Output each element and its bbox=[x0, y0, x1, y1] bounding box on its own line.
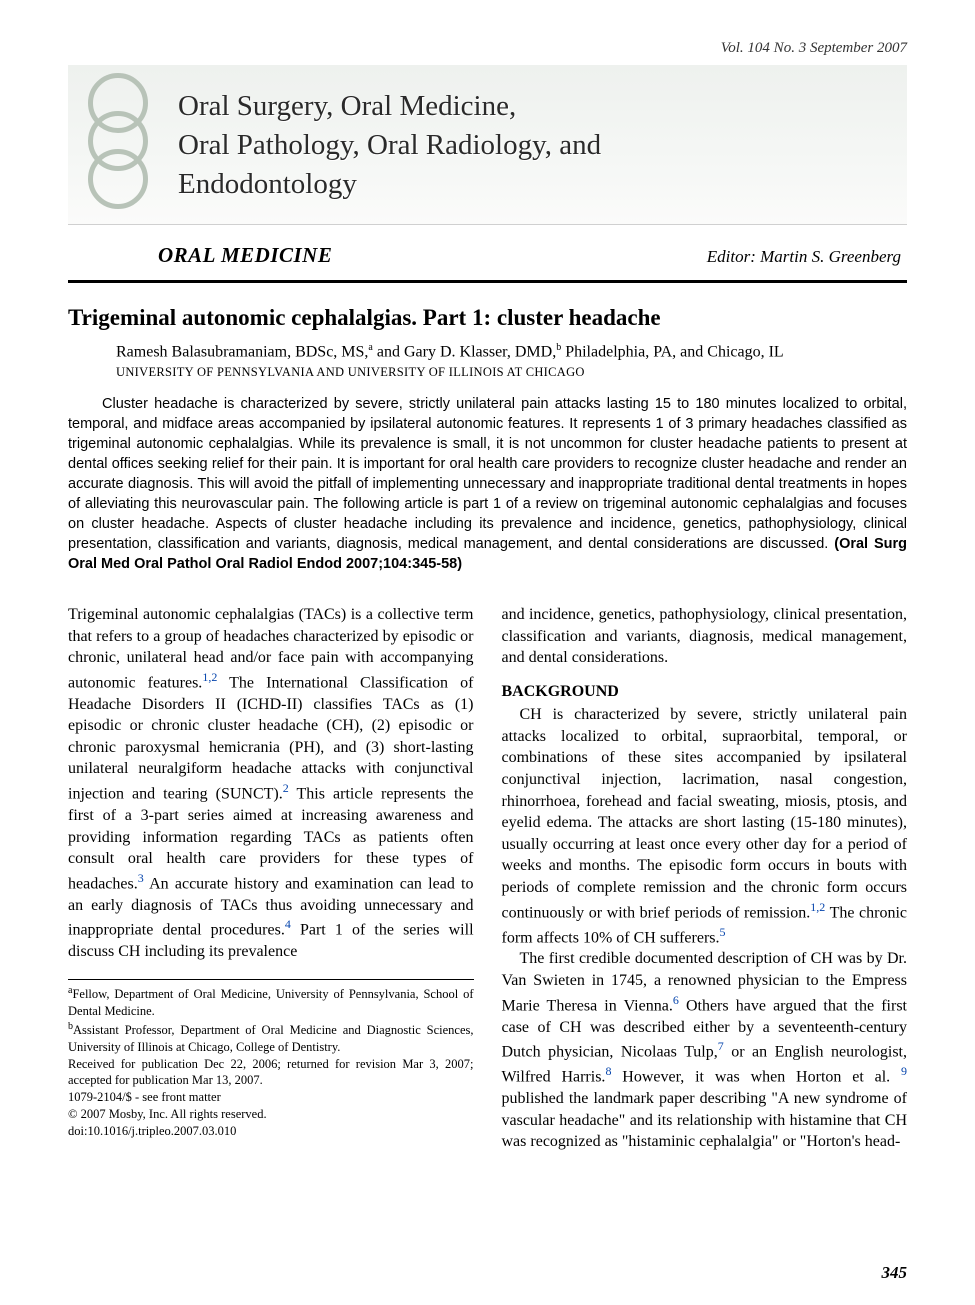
section-label: ORAL MEDICINE bbox=[158, 243, 332, 268]
journal-banner: Oral Surgery, Oral Medicine, Oral Pathol… bbox=[68, 65, 907, 225]
ref-1-2b[interactable]: 1,2 bbox=[810, 900, 825, 914]
right-p2: The first credible documented descriptio… bbox=[502, 948, 908, 1152]
divider-thick bbox=[68, 280, 907, 283]
logo-rings-icon bbox=[78, 73, 168, 213]
right-p0: and incidence, genetics, pathophysiology… bbox=[502, 604, 908, 669]
journal-line2: Oral Pathology, Oral Radiology, and bbox=[178, 126, 907, 165]
author-loc: Philadelphia, PA, and Chicago, IL bbox=[561, 343, 784, 360]
fn-issn: 1079-2104/$ - see front matter bbox=[68, 1089, 474, 1106]
body-columns: Trigeminal autonomic cephalalgias (TACs)… bbox=[68, 604, 907, 1153]
heading-background: BACKGROUND bbox=[502, 681, 908, 703]
fn-doi: doi:10.1016/j.tripleo.2007.03.010 bbox=[68, 1123, 474, 1140]
right-p1: CH is characterized by severe, strictly … bbox=[502, 704, 908, 948]
article-title: Trigeminal autonomic cephalalgias. Part … bbox=[68, 305, 907, 331]
seg: published the landmark paper describing … bbox=[502, 1090, 908, 1150]
left-column: Trigeminal autonomic cephalalgias (TACs)… bbox=[68, 604, 474, 1153]
affiliation: UNIVERSITY OF PENNSYLVANIA AND UNIVERSIT… bbox=[116, 365, 907, 380]
authors-line: Ramesh Balasubramaniam, BDSc, MS,a and G… bbox=[116, 341, 907, 363]
fn-a: Fellow, Department of Oral Medicine, Uni… bbox=[68, 987, 474, 1018]
footnotes: aFellow, Department of Oral Medicine, Un… bbox=[68, 979, 474, 1140]
right-column: and incidence, genetics, pathophysiology… bbox=[502, 604, 908, 1153]
fn-received: Received for publication Dec 22, 2006; r… bbox=[68, 1056, 474, 1090]
page-number: 345 bbox=[882, 1263, 908, 1283]
journal-line3: Endodontology bbox=[178, 165, 907, 204]
editor-name: Editor: Martin S. Greenberg bbox=[707, 247, 901, 267]
ref-5[interactable]: 5 bbox=[720, 925, 726, 939]
abstract-body: Cluster headache is characterized by sev… bbox=[68, 396, 907, 552]
fn-copyright: © 2007 Mosby, Inc. All rights reserved. bbox=[68, 1106, 474, 1123]
left-p1: Trigeminal autonomic cephalalgias (TACs)… bbox=[68, 604, 474, 963]
journal-line1: Oral Surgery, Oral Medicine, bbox=[178, 87, 907, 126]
seg: The International Classification of Head… bbox=[68, 674, 474, 802]
ref-1-2[interactable]: 1,2 bbox=[202, 670, 217, 684]
seg: However, it was when Horton et al. bbox=[611, 1068, 901, 1085]
ref-9[interactable]: 9 bbox=[901, 1064, 907, 1078]
seg: CH is characterized by severe, strictly … bbox=[502, 706, 908, 921]
author-1: Ramesh Balasubramaniam, BDSc, MS, bbox=[116, 343, 368, 360]
issue-info: Vol. 104 No. 3 September 2007 bbox=[68, 40, 907, 57]
abstract: Cluster headache is characterized by sev… bbox=[68, 394, 907, 574]
section-editor-row: ORAL MEDICINE Editor: Martin S. Greenber… bbox=[68, 243, 907, 274]
fn-b: Assistant Professor, Department of Oral … bbox=[68, 1023, 474, 1054]
journal-name: Oral Surgery, Oral Medicine, Oral Pathol… bbox=[178, 87, 907, 204]
author-2: and Gary D. Klasser, DMD, bbox=[373, 343, 556, 360]
